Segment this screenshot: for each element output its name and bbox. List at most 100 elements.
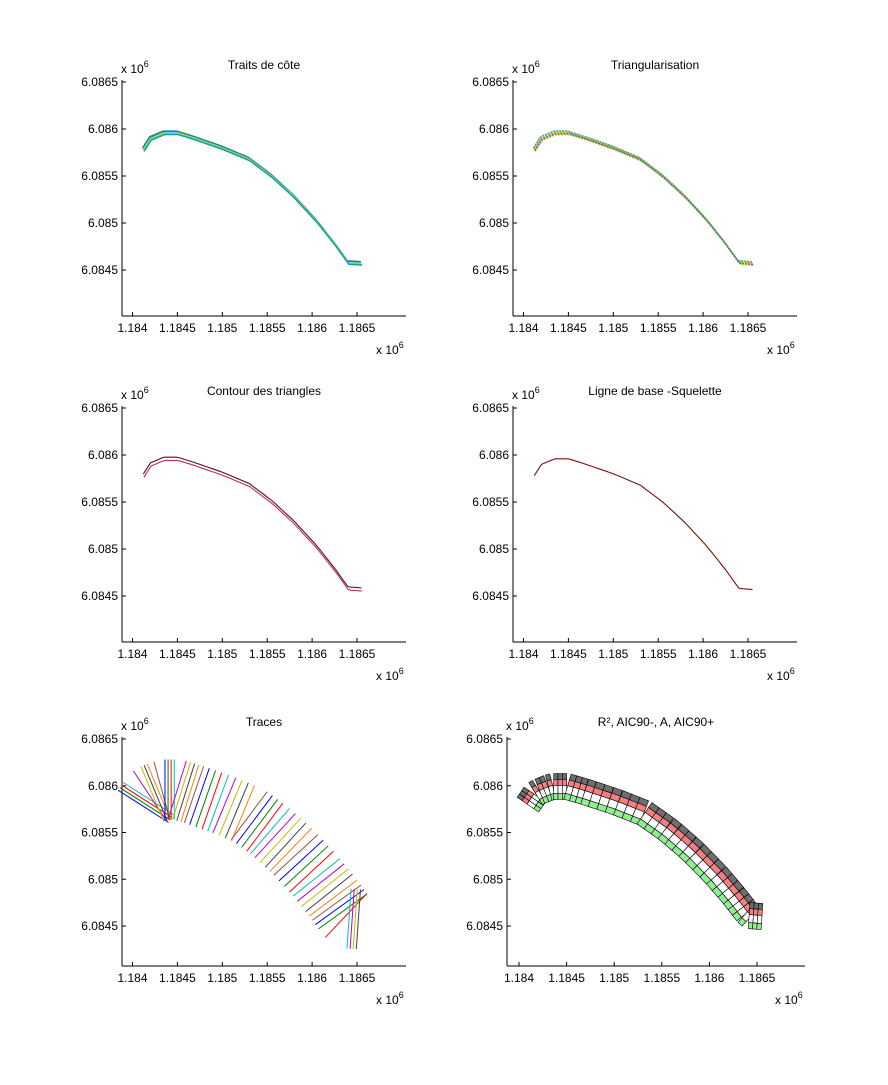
x-tick-label: 1.1865 — [730, 647, 767, 661]
plot-area — [532, 130, 754, 266]
y-tick-label: 6.0865 — [81, 75, 118, 89]
x-tick-label: 1.1845 — [159, 971, 196, 985]
transect — [180, 764, 200, 823]
band-cell — [737, 917, 747, 927]
y-tick-label: 6.0845 — [466, 919, 503, 933]
y-tick-label: 6.0855 — [81, 495, 118, 509]
plot-area — [142, 456, 363, 592]
subplot-title: R², AIC90-, A, AIC90+ — [598, 715, 714, 729]
x-tick-label: 1.185 — [207, 321, 237, 335]
triangle-edges — [532, 130, 752, 263]
transect — [201, 772, 223, 830]
transect — [230, 791, 268, 840]
transect — [292, 858, 341, 897]
transect — [283, 845, 329, 887]
y-tick-label: 6.085 — [88, 216, 118, 230]
transect — [183, 766, 205, 824]
transect — [189, 768, 210, 826]
y-tick-label: 6.0865 — [472, 75, 509, 89]
x-tick-label: 1.185 — [598, 321, 628, 335]
band-cell — [757, 902, 764, 910]
transect — [301, 868, 349, 907]
band-cell — [553, 779, 559, 786]
baseline-skeleton — [533, 458, 753, 590]
y-tick-label: 6.0845 — [81, 589, 118, 603]
y-tick-label: 6.0865 — [81, 732, 118, 746]
transect — [308, 879, 358, 917]
plot-area — [533, 458, 753, 590]
y-tick-label: 6.0845 — [81, 919, 118, 933]
x-tick-label: 1.186 — [688, 647, 718, 661]
subplot-4: Ligne de base -Squelette 1.184 1.1845 1.185… — [472, 384, 797, 683]
triangle-edges — [533, 131, 753, 264]
x-tick-label: 1.184 — [508, 321, 538, 335]
x-tick-label: 1.1865 — [339, 321, 376, 335]
y-tick-label: 6.086 — [88, 448, 118, 462]
transect — [153, 761, 171, 820]
transect — [143, 765, 168, 821]
transect — [195, 770, 217, 828]
x-tick-label: 1.185 — [207, 971, 237, 985]
band-cell — [562, 773, 567, 780]
subplot-2: Triangularisation 1.184 1.1845 1.185 1.1855 1… — [472, 58, 797, 357]
x-tick-label: 1.184 — [117, 647, 147, 661]
transect — [273, 834, 319, 876]
x-tick-label: 1.185 — [598, 647, 628, 661]
transect — [236, 795, 273, 844]
contour-upper — [142, 456, 362, 589]
subplot-title: Traces — [246, 715, 282, 729]
subplot-title: Traits de côte — [228, 58, 301, 72]
transect — [207, 774, 230, 832]
x-tick-label: 1.1855 — [643, 971, 680, 985]
y-tick-label: 6.0865 — [81, 401, 118, 415]
subplot-title: Ligne de base -Squelette — [588, 384, 722, 398]
y-tick-label: 6.085 — [88, 872, 118, 886]
band-cell — [753, 902, 759, 910]
band-cell — [757, 908, 763, 916]
plot-area — [142, 130, 363, 266]
x-tick-label: 1.186 — [688, 321, 718, 335]
x-tick-label: 1.184 — [117, 971, 147, 985]
band-cell — [756, 922, 762, 930]
band-cell — [756, 914, 763, 924]
y-tick-label: 6.085 — [473, 872, 503, 886]
x-tick-label: 1.185 — [599, 971, 629, 985]
subplot-6: R², AIC90-, A, AIC90+ 1.184 1.1845 1.185 1.1… — [466, 715, 805, 1007]
transect — [315, 889, 365, 925]
triangle-edges — [534, 133, 753, 265]
y-tick-label: 6.086 — [88, 779, 118, 793]
x-tick-label: 1.186 — [297, 321, 327, 335]
x-tick-label: 1.1855 — [640, 647, 677, 661]
y-scale-multiplier: x 106 — [506, 716, 534, 733]
x-tick-label: 1.1845 — [550, 647, 587, 661]
y-tick-label: 6.085 — [88, 542, 118, 556]
coastline-trace — [142, 132, 362, 265]
y-tick-label: 6.086 — [473, 779, 503, 793]
band-cell — [749, 902, 755, 910]
subplot-3: Contour des triangles 1.184 1.1845 1.185 1.1… — [81, 384, 406, 683]
coastline-trace — [143, 133, 363, 266]
transect — [349, 888, 355, 949]
triangle-edges — [533, 131, 753, 264]
transect — [318, 893, 368, 930]
contour-lower — [143, 459, 363, 592]
y-tick-label: 6.0845 — [81, 263, 118, 277]
transect — [264, 822, 307, 868]
triangle-edges — [532, 130, 752, 263]
subplot-5: Traces 1.184 1.1845 1.185 1.1855 1.186 1.1865 6… — [81, 715, 406, 1007]
y-tick-label: 6.0845 — [472, 589, 509, 603]
transect — [212, 777, 237, 834]
transect — [218, 780, 243, 836]
transect — [269, 828, 312, 872]
x-scale-multiplier: x 106 — [376, 666, 404, 683]
transect — [231, 785, 256, 841]
x-tick-label: 1.1845 — [550, 321, 587, 335]
transect — [117, 789, 169, 823]
y-tick-label: 6.086 — [479, 122, 509, 136]
y-scale-multiplier: x 106 — [121, 59, 149, 76]
band-cell — [753, 908, 759, 916]
x-scale-multiplier: x 106 — [376, 340, 404, 357]
x-tick-label: 1.1845 — [159, 321, 196, 335]
transect — [305, 873, 353, 913]
